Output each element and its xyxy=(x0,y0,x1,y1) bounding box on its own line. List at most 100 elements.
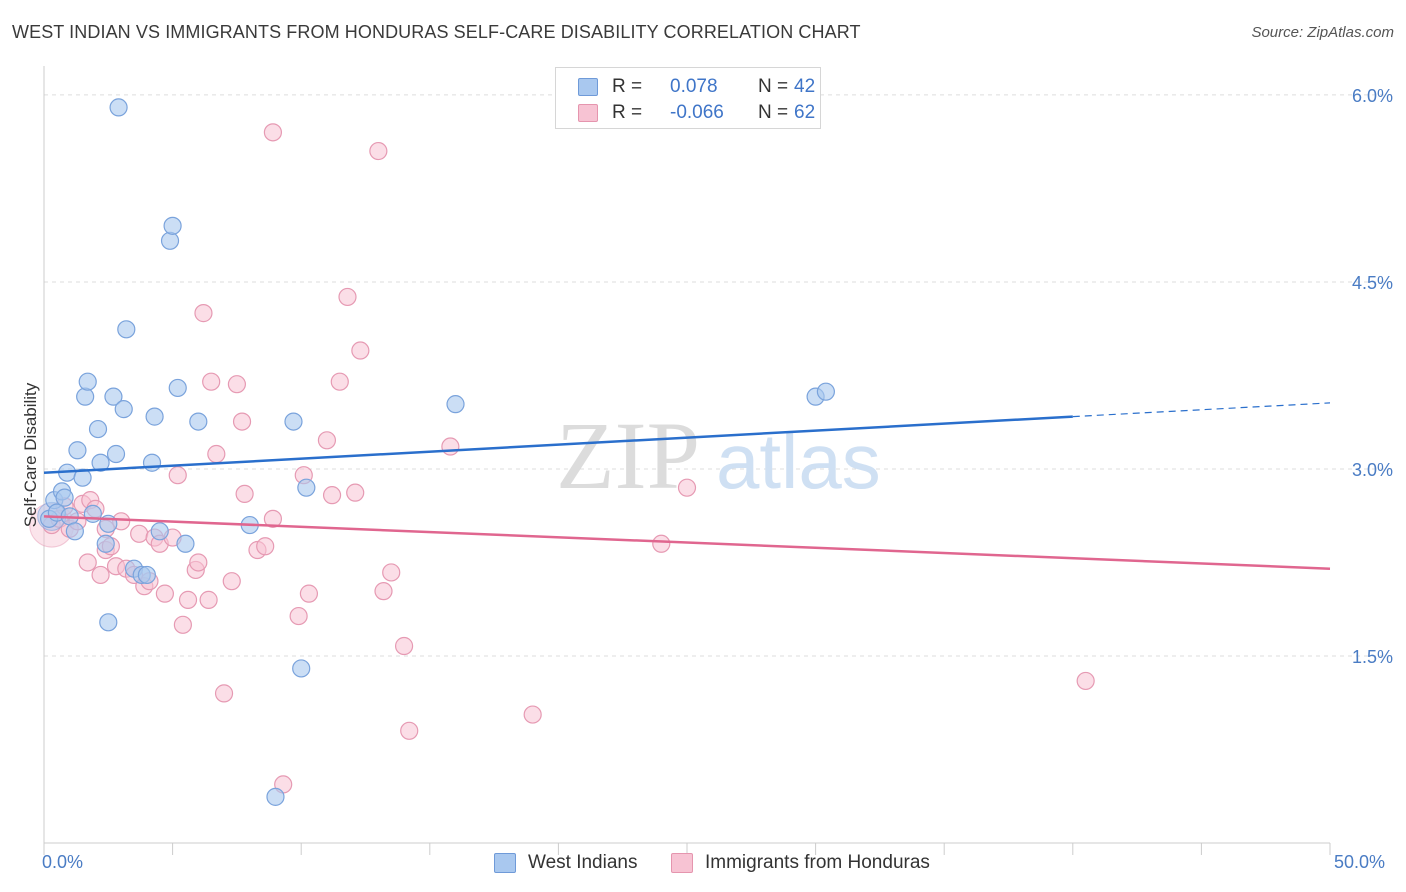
data-point-honduras xyxy=(256,537,275,556)
chart-title: WEST INDIAN VS IMMIGRANTS FROM HONDURAS … xyxy=(12,22,861,42)
data-point-west-indian xyxy=(73,468,92,487)
y-tick-labels: 1.5% 3.0% 4.5% 6.0% xyxy=(1352,86,1393,667)
data-point-west-indian xyxy=(176,534,195,553)
data-point-west-indian xyxy=(160,231,180,250)
data-point-west-indian xyxy=(137,565,156,585)
data-point-honduras xyxy=(317,431,337,450)
data-point-honduras xyxy=(235,484,254,504)
data-point-west-indian xyxy=(292,659,311,678)
data-point-honduras xyxy=(338,287,357,307)
data-point-honduras xyxy=(173,615,192,634)
data-point-honduras xyxy=(400,721,419,740)
y-tick-label: 6.0% xyxy=(1352,86,1393,106)
data-point-west-indian xyxy=(145,407,164,426)
x-tick-label-min: 0.0% xyxy=(42,852,84,872)
data-point-honduras xyxy=(168,466,187,485)
watermark-zip: ZIP xyxy=(556,402,700,509)
data-point-honduras xyxy=(652,534,671,553)
data-point-west-indian xyxy=(446,395,465,414)
data-point-honduras xyxy=(207,444,226,464)
correlation-legend: R = 0.078 N = 42 R = -0.066 N = 62 xyxy=(555,67,821,129)
data-point-west-indian xyxy=(68,441,87,460)
data-point-west-indian xyxy=(266,787,285,806)
data-point-honduras xyxy=(189,553,208,572)
legend-n-value: 62 xyxy=(794,102,816,123)
data-point-west-indian xyxy=(163,216,182,235)
data-point-honduras xyxy=(382,563,401,582)
data-point-honduras xyxy=(394,636,414,656)
y-tick-label: 3.0% xyxy=(1352,460,1393,480)
legend-swatch-pink xyxy=(671,853,693,873)
data-point-west-indian xyxy=(109,98,128,117)
grid-lines xyxy=(44,94,1392,657)
legend-n-label: N = xyxy=(758,76,789,97)
data-point-west-indian xyxy=(297,478,316,497)
data-point-honduras xyxy=(289,606,308,626)
trend-lines xyxy=(43,402,1331,570)
data-point-honduras xyxy=(130,524,149,543)
data-point-honduras xyxy=(441,437,460,456)
trend-line-honduras xyxy=(43,515,1331,570)
data-point-west-indian xyxy=(168,378,187,398)
legend-label: Immigrants from Honduras xyxy=(705,852,930,873)
series-west-indians xyxy=(37,98,835,806)
data-point-honduras xyxy=(330,372,349,391)
data-point-honduras xyxy=(263,509,283,528)
data-point-honduras xyxy=(299,584,319,603)
legend-r-label: R = xyxy=(612,102,643,123)
data-point-west-indian xyxy=(106,444,126,464)
data-point-west-indian xyxy=(142,453,162,472)
data-point-west-indian xyxy=(117,320,136,339)
legend-swatch-blue xyxy=(494,853,516,873)
legend-swatch-pink xyxy=(578,104,598,122)
watermark-atlas: atlas xyxy=(716,417,881,505)
legend-r-label: R = xyxy=(612,76,643,97)
data-point-west-indian xyxy=(104,387,123,406)
data-point-honduras xyxy=(155,584,174,603)
data-point-west-indian xyxy=(55,488,74,507)
data-point-honduras xyxy=(178,590,198,609)
data-point-west-indian xyxy=(816,382,835,401)
data-point-honduras xyxy=(199,590,218,609)
trend-line-west-indians-extension xyxy=(1072,402,1331,418)
source-credit[interactable]: Source: ZipAtlas.com xyxy=(1251,24,1394,41)
legend-swatch-blue xyxy=(578,78,598,96)
data-point-honduras xyxy=(523,705,542,724)
data-point-honduras xyxy=(1076,671,1095,691)
data-point-honduras xyxy=(369,141,388,161)
data-point-honduras xyxy=(194,304,213,323)
data-point-honduras xyxy=(227,375,246,394)
data-point-west-indian xyxy=(99,613,118,632)
data-point-west-indian xyxy=(284,412,303,431)
data-point-west-indian xyxy=(88,419,108,439)
data-point-west-indian xyxy=(114,400,133,419)
data-point-honduras xyxy=(322,486,342,505)
legend-n-label: N = xyxy=(758,102,789,123)
x-tick-label-max: 50.0% xyxy=(1334,852,1386,872)
legend-r-value: 0.078 xyxy=(670,76,718,97)
y-axis-label: Self-Care Disability xyxy=(21,382,40,527)
axes xyxy=(43,66,1331,855)
data-point-west-indian xyxy=(65,522,84,541)
data-point-honduras xyxy=(214,684,234,703)
data-point-west-indian xyxy=(150,522,169,541)
data-point-honduras xyxy=(202,372,221,391)
data-point-honduras xyxy=(677,478,697,497)
data-point-honduras xyxy=(263,123,283,142)
y-tick-label: 1.5% xyxy=(1352,647,1393,667)
data-point-honduras xyxy=(222,572,241,591)
data-point-west-indian xyxy=(76,387,95,406)
data-point-west-indian xyxy=(96,534,115,553)
y-tick-label: 4.5% xyxy=(1352,273,1393,293)
data-point-honduras xyxy=(351,341,370,360)
data-point-honduras xyxy=(374,582,393,601)
legend-label: West Indians xyxy=(528,852,638,873)
legend-n-value: 42 xyxy=(794,76,816,97)
data-point-west-indian xyxy=(91,453,110,472)
data-point-honduras xyxy=(78,553,97,572)
data-point-honduras xyxy=(346,483,365,502)
trend-line-west-indians xyxy=(43,415,1073,474)
data-point-west-indian xyxy=(189,412,208,431)
watermark: ZIP atlas xyxy=(556,402,881,509)
